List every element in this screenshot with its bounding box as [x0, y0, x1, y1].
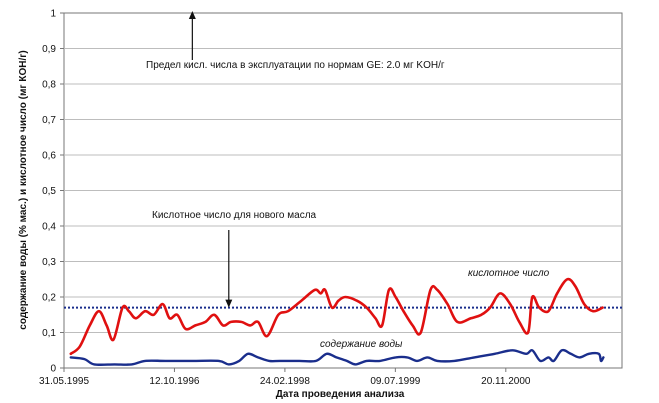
y-tick-label: 0,2 — [42, 293, 56, 304]
series-lines — [69, 277, 605, 366]
y-tick-label: 0,5 — [42, 186, 56, 197]
y-axis-ticks: 0 0,1 0,2 0,3 0,4 0,5 0,6 0,7 0,8 0,9 1 — [42, 9, 64, 375]
y-tick-label: 0,9 — [42, 44, 56, 55]
annotation-new-oil: Кислотное число для нового масла — [152, 210, 317, 221]
y-tick-label: 0,4 — [42, 222, 56, 233]
x-tick-label: 31.05.1995 — [39, 376, 89, 387]
y-tick-label: 0,6 — [42, 151, 56, 162]
y-tick-label: 0,7 — [42, 115, 56, 126]
y-tick-label: 1 — [50, 9, 56, 20]
arrow-down-head — [225, 299, 233, 308]
arrow-up-head — [188, 11, 196, 19]
annotation-ge-limit: Предел кисл. числа в эксплуатации по нор… — [146, 60, 445, 71]
annotation-arrows — [188, 11, 233, 308]
y-tick-label: 0,8 — [42, 80, 56, 91]
x-axis-ticks: 31.05.1995 12.10.1996 24.02.1998 09.07.1999… — [39, 368, 531, 387]
x-tick-label: 12.10.1996 — [149, 376, 199, 387]
series-line-acid-number — [69, 277, 604, 356]
x-tick-label: 20.11.2000 — [481, 376, 531, 387]
y-tick-label: 0 — [50, 364, 56, 375]
y-tick-label: 0,1 — [42, 328, 56, 339]
series-line-water-content — [69, 348, 605, 366]
y-tick-label: 0,3 — [42, 257, 56, 268]
x-tick-label: 09.07.1999 — [370, 376, 420, 387]
series-label-acid-number: кислотное число — [468, 268, 550, 279]
series-label-water-content: содержание воды — [320, 339, 403, 350]
y-axis-title: содержание воды (% мас.) и кислотное чис… — [18, 50, 29, 329]
x-tick-label: 24.02.1998 — [260, 376, 310, 387]
x-axis-title: Дата проведения анализа — [276, 389, 405, 400]
